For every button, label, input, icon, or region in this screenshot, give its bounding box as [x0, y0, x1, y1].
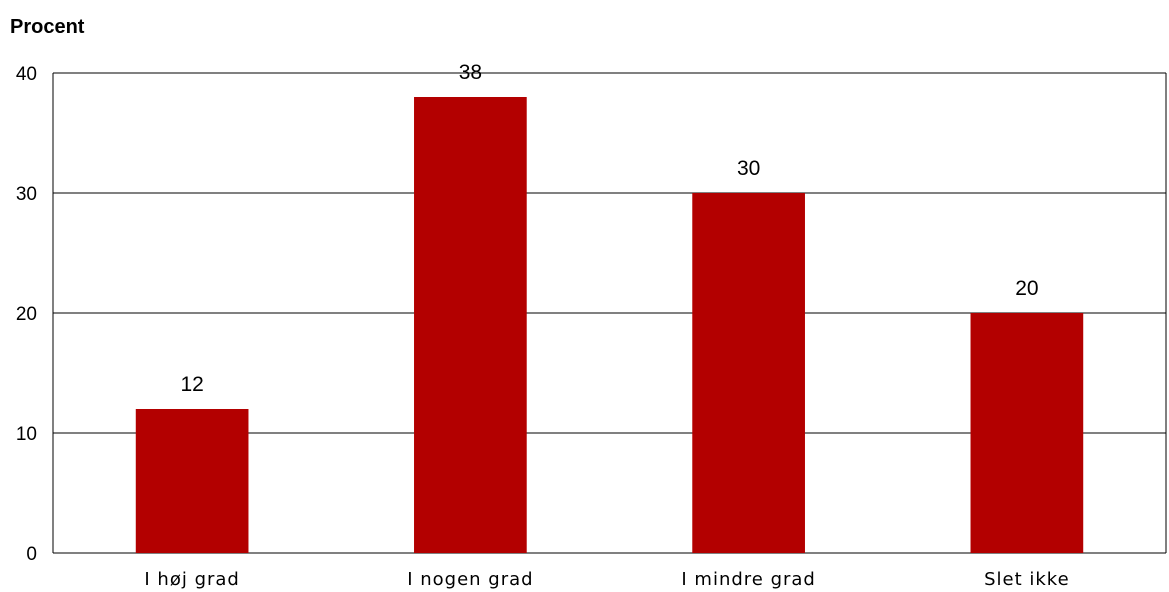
x-tick-label-2: I mindre grad — [681, 569, 815, 590]
data-label-2: 30 — [737, 157, 760, 180]
bar-3 — [970, 313, 1084, 553]
x-tick-labels: I høj grad I nogen grad I mindre grad Slet … — [144, 569, 1070, 590]
y-tick-label-20: 20 — [16, 304, 37, 325]
y-tick-label-10: 10 — [16, 424, 37, 445]
bar-0 — [135, 409, 249, 553]
y-tick-labels: 0 10 20 30 40 — [16, 64, 37, 565]
y-tick-label-30: 30 — [16, 184, 37, 205]
x-tick-label-3: Slet ikke — [984, 569, 1070, 590]
data-label-0: 12 — [180, 373, 203, 396]
y-tick-label-0: 0 — [26, 544, 37, 565]
x-tick-label-1: I nogen grad — [407, 569, 533, 590]
data-labels: 12 38 30 20 — [180, 61, 1038, 396]
data-label-1: 38 — [459, 61, 482, 84]
y-tick-label-40: 40 — [16, 64, 37, 85]
bar-2 — [692, 193, 805, 553]
bar-1 — [414, 97, 527, 553]
data-label-3: 20 — [1015, 277, 1038, 300]
y-axis-label: Procent — [10, 16, 85, 38]
bars — [135, 97, 1084, 553]
x-tick-label-0: I høj grad — [144, 569, 239, 590]
